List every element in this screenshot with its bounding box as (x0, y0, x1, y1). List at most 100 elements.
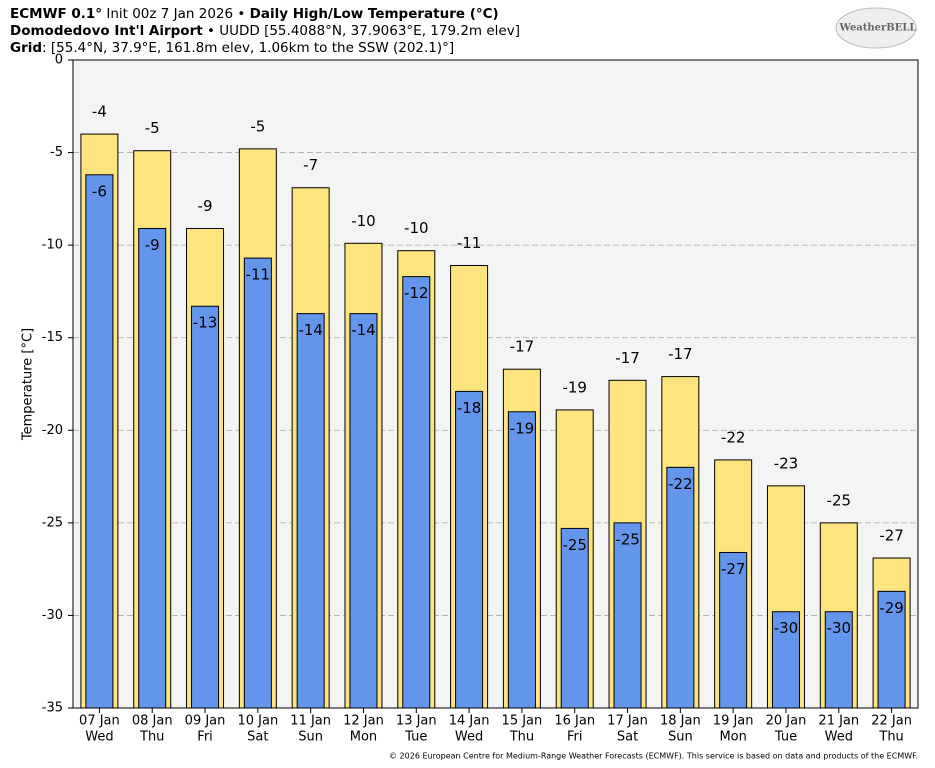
chart-title: ECMWF 0.1° Init 00z 7 Jan 2026 • Daily H… (10, 6, 499, 22)
y-tick-label: -35 (42, 701, 63, 716)
value-label: -11 (246, 266, 271, 284)
x-tick-day: Tue (404, 730, 427, 745)
x-tick-day: Sat (247, 730, 268, 745)
value-label: -19 (510, 419, 535, 437)
x-tick-label: 12 Jan (343, 714, 384, 729)
y-tick-label: -30 (42, 608, 63, 623)
value-label: -22 (668, 475, 693, 493)
value-label: -23 (774, 454, 799, 472)
low-bar (243, 257, 272, 709)
x-tick-day: Mon (719, 730, 746, 745)
low-bar (560, 527, 589, 709)
title-part: Daily High/Low Temperature (°C) (250, 6, 499, 22)
low-bar (455, 390, 484, 709)
value-label: -27 (721, 560, 746, 578)
value-label: -27 (879, 527, 904, 545)
x-tick-label: 11 Jan (290, 714, 331, 729)
low-bar (666, 466, 695, 709)
low-bar (402, 276, 431, 709)
low-bar (191, 305, 220, 709)
y-tick-label: -10 (42, 238, 63, 253)
value-label: -14 (298, 321, 323, 339)
logo: WeatherBELL (839, 23, 917, 34)
subtitle-part: • UUDD [55.4088°N, 37.9063°E, 179.2m ele… (203, 23, 520, 39)
value-label: -11 (457, 234, 482, 252)
grid-info-part: : [55.4°N, 37.9°E, 161.8m elev, 1.06km t… (42, 40, 454, 56)
low-bar (296, 313, 325, 709)
title-part: Init 00z 7 Jan 2026 • (102, 6, 250, 22)
value-label: -6 (92, 182, 107, 200)
plot-frame (72, 59, 919, 709)
x-tick-label: 08 Jan (132, 714, 173, 729)
grid-info: Grid: [55.4°N, 37.9°E, 161.8m elev, 1.06… (10, 40, 454, 56)
low-bar (771, 611, 800, 709)
y-axis-label: Temperature [°C] (21, 328, 36, 441)
x-tick-label: 21 Jan (818, 714, 859, 729)
x-tick-day: Thu (878, 730, 903, 745)
low-bar (85, 174, 114, 709)
y-tick-label: 0 (55, 53, 63, 68)
logo-badge (835, 7, 917, 49)
x-tick-label: 10 Jan (237, 714, 278, 729)
y-tick-label: -20 (42, 423, 63, 438)
value-label: -10 (351, 212, 376, 230)
x-tick-day: Wed (455, 730, 483, 745)
value-label: -25 (615, 530, 640, 548)
x-tick-day: Fri (197, 730, 213, 745)
value-label: -12 (404, 284, 429, 302)
chart-subtitle: Domodedovo Int'l Airport • UUDD [55.4088… (10, 23, 520, 39)
value-label: -30 (774, 619, 799, 637)
value-label: -5 (250, 117, 265, 135)
low-bar (138, 227, 167, 709)
value-label: -4 (92, 103, 107, 121)
low-bar (349, 313, 378, 709)
x-tick-label: 19 Jan (713, 714, 754, 729)
x-tick-day: Sat (617, 730, 638, 745)
value-label: -9 (145, 236, 160, 254)
x-tick-day: Thu (139, 730, 164, 745)
x-tick-day: Thu (509, 730, 534, 745)
x-tick-day: Sun (668, 730, 693, 745)
y-tick-label: -5 (50, 145, 63, 160)
x-tick-label: 16 Jan (554, 714, 595, 729)
x-tick-day: Fri (567, 730, 583, 745)
value-label: -13 (193, 314, 218, 332)
value-label: -19 (562, 378, 587, 396)
value-label: -10 (404, 219, 429, 237)
low-bar (613, 522, 642, 709)
x-tick-day: Wed (85, 730, 113, 745)
value-label: -5 (145, 119, 160, 137)
y-tick-label: -15 (42, 330, 63, 345)
x-tick-day: Wed (825, 730, 853, 745)
x-tick-label: 14 Jan (449, 714, 490, 729)
x-tick-label: 09 Jan (185, 714, 226, 729)
value-label: -29 (879, 599, 904, 617)
x-tick-label: 15 Jan (502, 714, 543, 729)
value-label: -9 (198, 197, 213, 215)
x-tick-label: 22 Jan (871, 714, 912, 729)
low-bar (507, 411, 536, 709)
x-tick-label: 18 Jan (660, 714, 701, 729)
value-label: -17 (615, 349, 640, 367)
footer: © 2026 European Centre for Medium-Range … (389, 752, 918, 761)
x-tick-day: Sun (298, 730, 323, 745)
y-tick-label: -25 (42, 515, 63, 530)
title-part: ECMWF 0.1° (10, 6, 102, 22)
x-tick-label: 20 Jan (766, 714, 807, 729)
value-label: -25 (827, 491, 852, 509)
value-label: -14 (351, 321, 376, 339)
value-label: -25 (562, 536, 587, 554)
subtitle-part: Domodedovo Int'l Airport (10, 23, 203, 39)
value-label: -30 (827, 619, 852, 637)
x-tick-label: 07 Jan (79, 714, 120, 729)
value-label: -7 (303, 156, 318, 174)
value-label: -17 (510, 338, 535, 356)
value-label: -17 (668, 345, 693, 363)
grid-info-part: Grid (10, 40, 42, 56)
value-label: -22 (721, 428, 746, 446)
x-tick-day: Mon (350, 730, 377, 745)
x-tick-label: 17 Jan (607, 714, 648, 729)
value-label: -18 (457, 399, 482, 417)
x-tick-day: Tue (774, 730, 797, 745)
